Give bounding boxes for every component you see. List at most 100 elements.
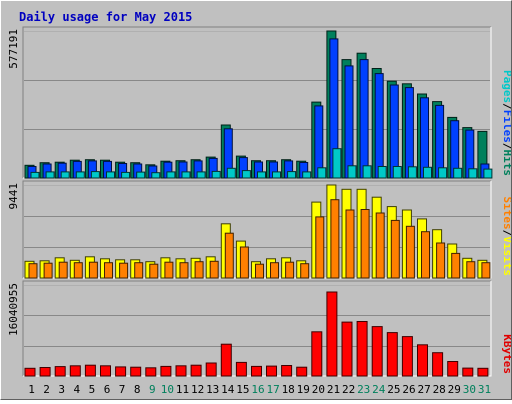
bar-kbytes-kbytes-day-3 [54, 366, 66, 377]
bar-visits-sites-day-11 [179, 262, 189, 279]
bar-visits-sites-day-10 [164, 261, 174, 279]
panel-kbytes-legend: KBytes [501, 334, 511, 374]
bar-hits-pages-day-25 [392, 166, 402, 179]
x-tick-label-day-10: 10 [161, 383, 174, 396]
panel-visits-edge-dark [22, 180, 491, 278]
bar-kbytes-kbytes-day-30 [462, 367, 474, 377]
bar-hits-pages-day-23 [362, 165, 372, 179]
bar-kbytes-kbytes-day-21 [326, 291, 338, 377]
bar-hits-pages-day-24 [377, 166, 387, 179]
bar-hits-files-day-20 [314, 105, 324, 179]
bar-hits-pages-day-11 [181, 171, 191, 179]
panel-visits-legend: Sites/Visits [501, 197, 511, 277]
bar-hits-files-day-24 [374, 73, 384, 179]
bar-kbytes-kbytes-day-12 [190, 364, 202, 377]
x-tick-label-day-4: 4 [73, 383, 80, 396]
chart-panels: 577191Pages/Files/Hits9441Sites/Visits16… [7, 26, 512, 377]
bar-visits-sites-day-20 [315, 216, 325, 279]
panel-hits-legend: Pages/Files/Hits [501, 70, 511, 176]
bar-visits-sites-day-12 [194, 261, 204, 279]
bar-kbytes-kbytes-day-5 [84, 364, 96, 377]
bar-visits-sites-day-23 [360, 209, 370, 279]
bar-kbytes-kbytes-day-28 [432, 352, 444, 377]
panel-kbytes-ymax-label: 16040955 [7, 283, 20, 336]
chart-title: Daily usage for May 2015 [19, 10, 192, 24]
panel-hits-edge-dark [22, 26, 491, 178]
bar-hits-pages-day-18 [287, 171, 297, 179]
legend-part-0: KBytes [501, 334, 511, 374]
legend-part-3: / [501, 143, 511, 150]
panel-hits-ymax-label: 577191 [7, 29, 20, 69]
bar-visits-sites-day-22 [345, 209, 355, 279]
x-tick-label-day-31: 31 [478, 383, 491, 396]
bar-kbytes-kbytes-day-17 [266, 365, 277, 377]
bar-visits-sites-day-4 [73, 262, 83, 279]
bar-kbytes-kbytes-day-10 [160, 365, 172, 377]
x-tick-label-day-12: 12 [191, 383, 204, 396]
bar-hits-pages-day-9 [151, 172, 161, 179]
x-tick-label-day-26: 26 [402, 383, 415, 396]
bar-hits-pages-day-30 [468, 168, 478, 179]
x-tick-label-day-20: 20 [312, 383, 325, 396]
bar-kbytes-kbytes-day-1 [24, 367, 36, 377]
bar-visits-sites-day-16 [255, 263, 264, 279]
legend-part-2: Visits [501, 236, 511, 276]
panel-kbytes-background [23, 281, 491, 376]
bar-kbytes-kbytes-day-18 [281, 365, 293, 377]
x-tick-label-day-2: 2 [43, 383, 50, 396]
bar-kbytes-kbytes-day-11 [175, 365, 187, 377]
bar-hits-pages-day-16 [257, 171, 266, 179]
x-tick-label-day-3: 3 [58, 383, 65, 396]
bar-kbytes-kbytes-day-19 [296, 366, 308, 377]
legend-part-1: / [501, 230, 511, 237]
x-tick-label-day-23: 23 [357, 383, 370, 396]
x-tick-label-day-13: 13 [206, 383, 219, 396]
bar-hits-pages-day-3 [60, 171, 70, 179]
x-tick-label-day-8: 8 [134, 383, 141, 396]
bar-kbytes-kbytes-day-4 [69, 365, 81, 377]
bar-visits-sites-day-3 [58, 261, 68, 279]
x-tick-label-day-18: 18 [282, 383, 295, 396]
bar-visits-sites-day-18 [285, 261, 295, 279]
bar-hits-files-day-23 [359, 59, 369, 179]
bar-hits-pages-day-20 [317, 167, 327, 179]
bar-hits-files-day-28 [435, 104, 445, 179]
bar-kbytes-kbytes-day-2 [39, 367, 51, 377]
bar-visits-sites-day-29 [451, 252, 461, 279]
bar-kbytes-kbytes-day-9 [145, 367, 157, 377]
bar-hits-files-day-22 [344, 65, 354, 179]
x-tick-label-day-21: 21 [327, 383, 340, 396]
bar-hits-pages-day-1 [30, 171, 40, 179]
bar-visits-sites-day-6 [104, 262, 113, 279]
bar-hits-pages-day-10 [166, 171, 176, 179]
panel-kbytes: 16040955 KBytes [7, 280, 512, 377]
bar-hits-pages-day-22 [347, 165, 357, 179]
x-tick-label-day-24: 24 [372, 383, 386, 396]
bar-hits-pages-day-4 [75, 171, 85, 179]
bar-kbytes-kbytes-day-20 [311, 331, 323, 377]
bar-hits-pages-day-31 [483, 168, 493, 179]
bar-hits-pages-day-6 [106, 171, 115, 179]
bar-kbytes-kbytes-day-31 [477, 367, 489, 377]
bar-visits-sites-day-15 [239, 246, 249, 279]
bar-hits-pages-day-19 [302, 171, 312, 179]
bar-kbytes-kbytes-day-26 [401, 336, 413, 377]
bar-visits-sites-day-19 [300, 263, 310, 279]
bar-hits-pages-day-17 [272, 171, 281, 179]
bar-kbytes-kbytes-day-27 [417, 344, 428, 377]
x-tick-label-day-11: 11 [176, 383, 189, 396]
bar-visits-sites-day-31 [481, 262, 491, 279]
x-tick-label-day-1: 1 [28, 383, 35, 396]
bar-hits-pages-day-14 [226, 167, 236, 179]
bar-kbytes-kbytes-day-16 [251, 365, 262, 377]
bar-hits-pages-day-21 [332, 148, 342, 179]
bar-hits-files-day-26 [404, 87, 414, 179]
bar-kbytes-kbytes-day-8 [130, 366, 142, 377]
x-tick-label-day-14: 14 [221, 383, 235, 396]
bar-visits-sites-day-2 [43, 262, 53, 279]
bar-visits-sites-day-14 [224, 232, 234, 279]
legend-part-0: Sites [501, 197, 511, 230]
x-tick-label-day-6: 6 [104, 383, 111, 396]
bar-hits-pages-day-28 [438, 167, 448, 179]
